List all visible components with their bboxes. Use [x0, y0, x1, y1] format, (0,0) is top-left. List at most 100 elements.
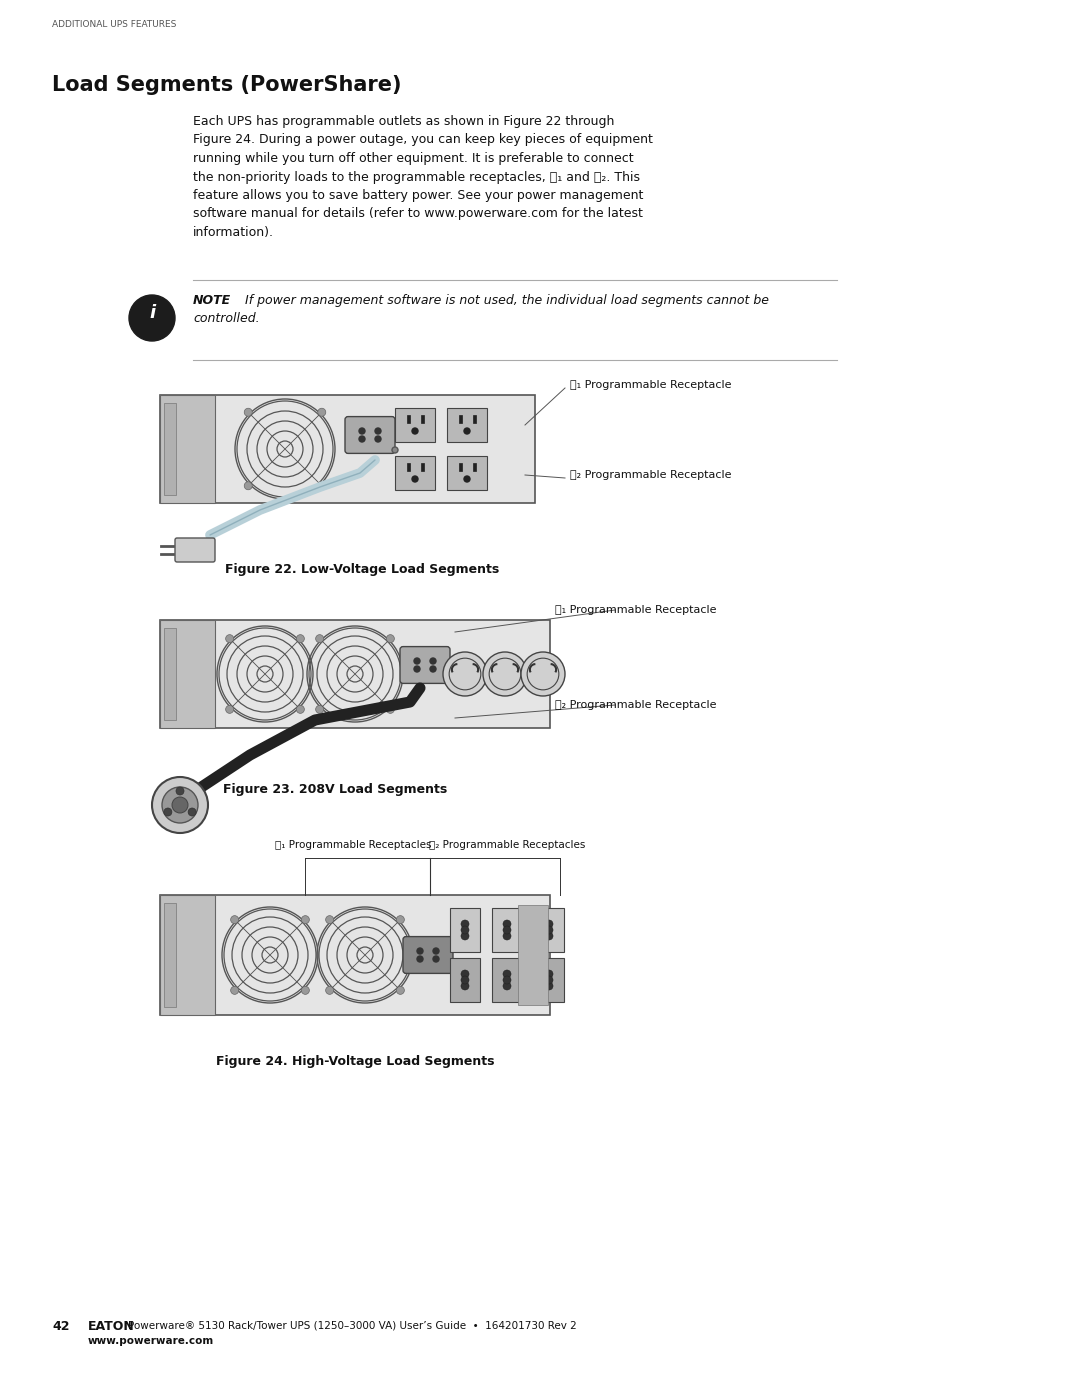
Circle shape — [164, 807, 172, 816]
Bar — [406, 462, 409, 471]
Bar — [450, 908, 480, 951]
Circle shape — [244, 408, 253, 416]
Circle shape — [503, 970, 511, 978]
Circle shape — [375, 427, 381, 434]
Text: 42: 42 — [52, 1320, 69, 1333]
Circle shape — [318, 482, 326, 490]
Bar — [492, 908, 522, 951]
Circle shape — [464, 427, 470, 434]
Circle shape — [176, 787, 184, 795]
Bar — [450, 958, 480, 1002]
Text: Figure 23. 208V Load Segments: Figure 23. 208V Load Segments — [222, 782, 447, 796]
Circle shape — [545, 982, 553, 990]
Text: software manual for details (refer to www.powerware.com for the latest: software manual for details (refer to ww… — [193, 208, 643, 221]
Circle shape — [503, 926, 511, 935]
Text: Figure 24. High-Voltage Load Segments: Figure 24. High-Voltage Load Segments — [216, 1055, 495, 1067]
Circle shape — [430, 658, 436, 664]
Text: ⓦ₂ Programmable Receptacle: ⓦ₂ Programmable Receptacle — [570, 469, 731, 481]
Circle shape — [392, 447, 399, 453]
Circle shape — [326, 986, 334, 995]
Bar — [164, 402, 176, 495]
Text: If power management software is not used, the individual load segments cannot be: If power management software is not used… — [237, 293, 769, 307]
Text: controlled.: controlled. — [193, 312, 259, 326]
Bar — [164, 629, 176, 719]
Text: Figure 22. Low-Voltage Load Segments: Figure 22. Low-Voltage Load Segments — [226, 563, 500, 576]
Text: Load Segments (PowerShare): Load Segments (PowerShare) — [52, 75, 402, 95]
Circle shape — [226, 634, 233, 643]
Circle shape — [244, 482, 253, 490]
Circle shape — [318, 408, 326, 416]
Circle shape — [129, 295, 175, 341]
Circle shape — [359, 436, 365, 441]
Circle shape — [315, 634, 324, 643]
Circle shape — [301, 986, 309, 995]
Bar — [164, 902, 176, 1007]
Circle shape — [545, 970, 553, 978]
Text: ⓦ₁ Programmable Receptacle: ⓦ₁ Programmable Receptacle — [570, 380, 731, 390]
Circle shape — [443, 652, 487, 696]
Bar — [395, 408, 435, 441]
Circle shape — [387, 705, 394, 714]
Bar — [420, 415, 423, 423]
Bar — [160, 895, 550, 1016]
Bar — [447, 408, 487, 441]
Circle shape — [545, 926, 553, 935]
Circle shape — [411, 476, 418, 482]
Circle shape — [521, 652, 565, 696]
Text: ⓦ₁ Programmable Receptacles: ⓦ₁ Programmable Receptacles — [274, 840, 431, 849]
Bar — [420, 462, 423, 471]
Text: feature allows you to save battery power. See your power management: feature allows you to save battery power… — [193, 189, 644, 203]
Circle shape — [296, 634, 305, 643]
Circle shape — [414, 666, 420, 672]
Circle shape — [461, 982, 469, 990]
Bar — [459, 462, 461, 471]
Bar — [395, 455, 435, 490]
Circle shape — [315, 705, 324, 714]
Circle shape — [231, 915, 239, 923]
Circle shape — [152, 777, 208, 833]
Circle shape — [430, 666, 436, 672]
Text: ⓦ₁ Programmable Receptacle: ⓦ₁ Programmable Receptacle — [555, 605, 716, 615]
FancyBboxPatch shape — [345, 416, 395, 454]
Text: EATON: EATON — [87, 1320, 135, 1333]
Text: www.powerware.com: www.powerware.com — [87, 1336, 214, 1345]
Circle shape — [396, 986, 404, 995]
Circle shape — [387, 634, 394, 643]
Circle shape — [172, 798, 188, 813]
Circle shape — [396, 915, 404, 923]
Text: information).: information). — [193, 226, 274, 239]
Circle shape — [461, 926, 469, 935]
Circle shape — [231, 986, 239, 995]
Circle shape — [414, 658, 420, 664]
Circle shape — [326, 915, 334, 923]
Text: ⓦ₂ Programmable Receptacles: ⓦ₂ Programmable Receptacles — [429, 840, 585, 849]
Bar — [447, 455, 487, 490]
Text: Figure 24. During a power outage, you can keep key pieces of equipment: Figure 24. During a power outage, you ca… — [193, 134, 653, 147]
Circle shape — [359, 427, 365, 434]
Bar — [160, 395, 215, 503]
Circle shape — [461, 932, 469, 940]
FancyBboxPatch shape — [400, 647, 450, 683]
Circle shape — [503, 977, 511, 983]
Bar — [473, 462, 475, 471]
Circle shape — [411, 427, 418, 434]
Text: NOTE: NOTE — [193, 293, 231, 307]
Bar — [160, 395, 535, 503]
Bar — [534, 958, 564, 1002]
Circle shape — [226, 705, 233, 714]
Circle shape — [545, 921, 553, 928]
Text: ADDITIONAL UPS FEATURES: ADDITIONAL UPS FEATURES — [52, 20, 176, 29]
Bar — [160, 895, 215, 1016]
Bar — [492, 958, 522, 1002]
Bar — [160, 620, 215, 728]
Circle shape — [503, 982, 511, 990]
Bar — [534, 908, 564, 951]
Bar — [160, 620, 550, 728]
Circle shape — [188, 807, 197, 816]
Circle shape — [545, 977, 553, 983]
Text: ⓦ₂ Programmable Receptacle: ⓦ₂ Programmable Receptacle — [555, 700, 716, 710]
Bar — [406, 415, 409, 423]
Circle shape — [461, 977, 469, 983]
Text: running while you turn off other equipment. It is preferable to connect: running while you turn off other equipme… — [193, 152, 634, 165]
Circle shape — [483, 652, 527, 696]
